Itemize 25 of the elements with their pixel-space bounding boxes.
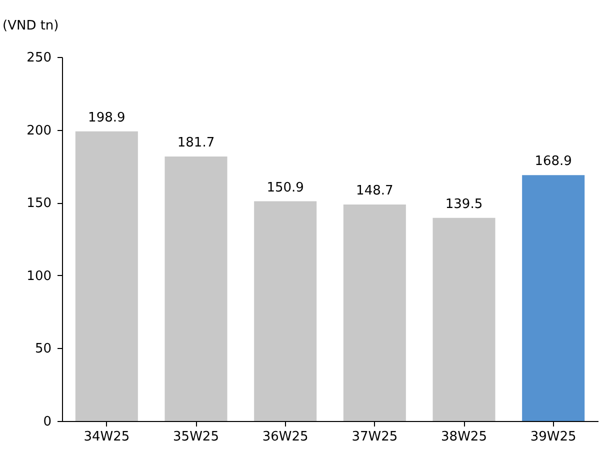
bar [75, 131, 138, 421]
x-tick-label: 35W25 [173, 430, 219, 444]
y-tick-label: 100 [26, 268, 52, 284]
y-tick-label: 200 [26, 123, 52, 138]
x-tick-label: 38W25 [441, 430, 487, 444]
bar [522, 175, 585, 421]
x-tick-label: 39W25 [530, 430, 576, 444]
y-tick-label: 150 [26, 196, 52, 212]
bar [343, 204, 406, 421]
bar [254, 201, 317, 421]
data-label: 148.7 [356, 183, 394, 198]
y-tick-label: 50 [34, 342, 52, 357]
x-tick-label: 37W25 [352, 430, 398, 444]
data-label: 139.5 [445, 196, 483, 212]
bar [432, 218, 496, 421]
data-label: 198.9 [88, 110, 126, 126]
bar [164, 156, 228, 421]
y-tick-label: 0 [43, 414, 52, 430]
y-axis-title: (VND tn) [2, 18, 59, 34]
data-label: 168.9 [534, 154, 572, 170]
y-tick-label: 250 [26, 50, 52, 66]
x-tick-label: 36W25 [262, 430, 308, 444]
data-label: 150.9 [266, 180, 304, 196]
data-label: 181.7 [177, 135, 215, 150]
x-tick-label: 34W25 [84, 430, 130, 444]
